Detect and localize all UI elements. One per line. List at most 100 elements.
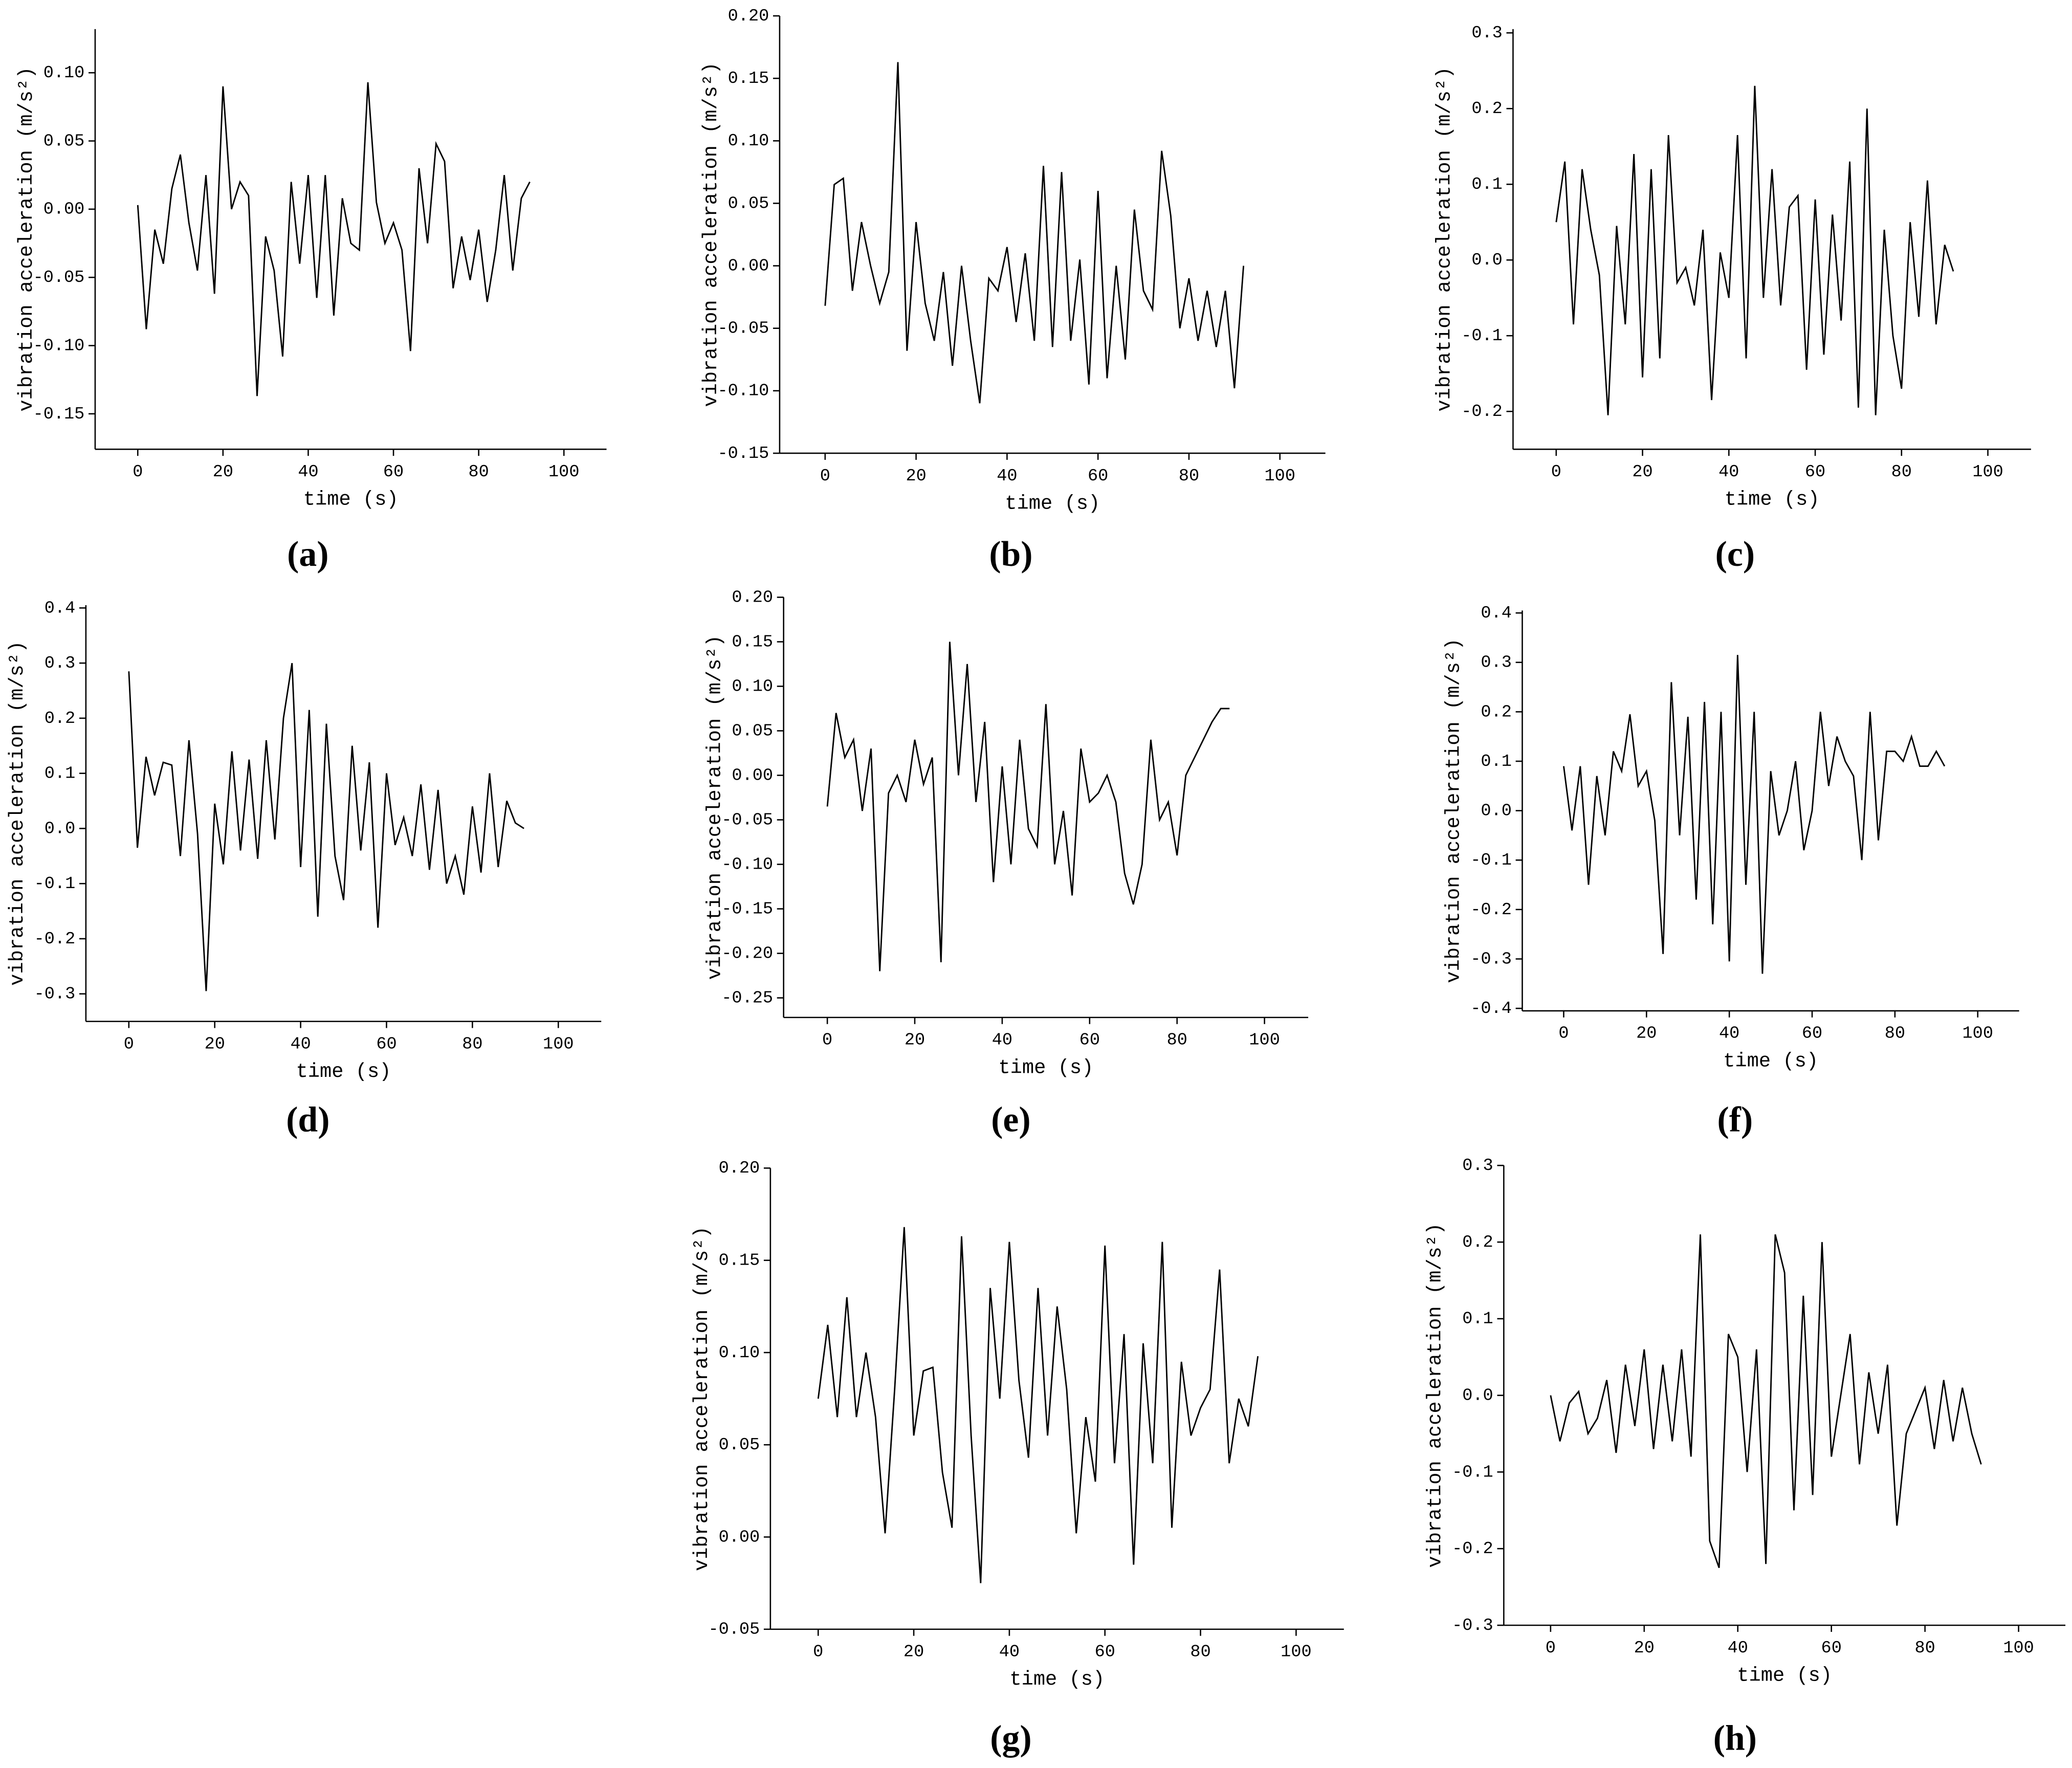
y-tick-label: 0.00 xyxy=(719,1528,760,1547)
y-tick-label: 0.1 xyxy=(1481,752,1511,771)
x-tick-label: 100 xyxy=(1972,462,2003,482)
x-tick-label: 100 xyxy=(2003,1639,2034,1658)
y-tick-label: -0.2 xyxy=(1461,402,1503,422)
y-tick-label: 0.15 xyxy=(719,1251,760,1270)
x-tick-label: 40 xyxy=(992,1031,1012,1050)
y-tick-label: -0.4 xyxy=(1470,999,1512,1019)
y-axis-title: vibration acceleration (m/s²) xyxy=(1424,1223,1446,1568)
x-tick-label: 100 xyxy=(1963,1024,1993,1044)
x-tick-label: 60 xyxy=(1095,1643,1115,1662)
y-tick-label: -0.05 xyxy=(721,810,773,830)
x-axis-title: time (s) xyxy=(296,1060,391,1083)
y-tick-label: 0.1 xyxy=(1462,1310,1493,1329)
y-tick-label: 0.1 xyxy=(45,764,75,784)
x-axis-title: time (s) xyxy=(1723,1050,1818,1072)
y-tick-label: 0.00 xyxy=(43,200,85,219)
x-tick-label: 80 xyxy=(462,1034,482,1054)
y-axis-title: vibration acceleration (m/s²) xyxy=(15,67,38,411)
x-tick-label: 100 xyxy=(1265,467,1295,486)
data-line xyxy=(1563,655,1946,974)
y-tick-label: -0.20 xyxy=(721,944,773,963)
x-tick-label: 80 xyxy=(1167,1031,1187,1050)
y-tick-label: 0.0 xyxy=(1481,802,1511,821)
x-tick-label: 60 xyxy=(383,462,404,482)
y-tick-label: 0.0 xyxy=(45,819,75,838)
y-tick-label: 0.05 xyxy=(719,1435,760,1455)
y-tick-label: 0.20 xyxy=(719,1159,760,1178)
y-tick-label: -0.05 xyxy=(708,1620,760,1640)
x-tick-label: 0 xyxy=(124,1034,134,1054)
panel-label: (e) xyxy=(991,1100,1030,1140)
y-axis-title: vibration acceleration (m/s²) xyxy=(700,62,722,407)
y-axis-title: vibration acceleration (m/s²) xyxy=(1433,67,1456,411)
x-axis-title: time (s) xyxy=(998,1056,1093,1079)
y-tick-label: 0.3 xyxy=(45,654,75,673)
x-tick-label: 60 xyxy=(1802,1024,1822,1044)
data-line xyxy=(826,642,1230,971)
y-tick-label: -0.10 xyxy=(718,382,769,401)
x-tick-label: 0 xyxy=(1558,1024,1569,1044)
x-tick-label: 20 xyxy=(906,467,926,486)
data-line xyxy=(137,82,531,396)
y-tick-label: -0.2 xyxy=(1452,1539,1493,1559)
x-tick-label: 40 xyxy=(1718,462,1739,482)
x-tick-label: 20 xyxy=(1634,1639,1655,1658)
x-axis-title: time (s) xyxy=(1005,492,1100,515)
x-tick-label: 80 xyxy=(1885,1024,1905,1044)
y-tick-label: 0.10 xyxy=(43,63,85,83)
panel-label: (b) xyxy=(989,535,1032,574)
x-tick-label: 100 xyxy=(1281,1643,1311,1662)
y-tick-label: -0.2 xyxy=(34,930,76,949)
y-tick-label: 0.00 xyxy=(728,256,769,276)
panel-label: (f) xyxy=(1717,1100,1753,1140)
x-tick-label: 40 xyxy=(290,1034,311,1054)
y-tick-label: 0.00 xyxy=(732,766,773,785)
y-axis-title: vibration acceleration (m/s²) xyxy=(691,1226,713,1571)
y-tick-label: 0.05 xyxy=(43,131,85,151)
x-tick-label: 20 xyxy=(205,1034,225,1054)
panel-label: (d) xyxy=(286,1100,329,1140)
y-tick-label: -0.25 xyxy=(721,988,773,1008)
y-tick-label: 0.3 xyxy=(1462,1156,1493,1176)
y-tick-label: -0.10 xyxy=(33,336,85,356)
y-tick-label: 0.10 xyxy=(732,677,773,696)
y-tick-label: 0.3 xyxy=(1481,653,1511,673)
x-tick-label: 0 xyxy=(820,467,830,486)
y-tick-label: 0.05 xyxy=(732,721,773,741)
subplot: -0.25 -0.20 -0.15 -0.10 -0.05 0.00 0.05 0.10 0.1… xyxy=(704,588,1309,1140)
data-line xyxy=(1550,1234,1982,1568)
x-tick-label: 40 xyxy=(298,462,318,482)
x-axis-title: time (s) xyxy=(303,489,399,511)
y-axis-title: vibration acceleration (m/s²) xyxy=(6,641,29,986)
x-tick-label: 0 xyxy=(1551,462,1561,482)
y-tick-label: 0.2 xyxy=(1471,99,1502,119)
y-tick-label: -0.15 xyxy=(718,444,769,463)
x-tick-label: 100 xyxy=(543,1034,574,1054)
subplot: -0.15 -0.10 -0.05 0.00 0.05 0.10 0.15 0.20 0 20 40… xyxy=(700,7,1326,574)
x-tick-label: 20 xyxy=(213,462,233,482)
x-tick-label: 20 xyxy=(905,1031,925,1050)
x-tick-label: 80 xyxy=(469,462,489,482)
subplot: -0.2 -0.1 0.0 0.1 0.2 0.3 0 20 40 60 80 100 time (s)… xyxy=(1433,24,2031,574)
y-tick-label: 0.20 xyxy=(732,588,773,607)
y-tick-label: -0.1 xyxy=(34,874,76,894)
x-tick-label: 60 xyxy=(1805,462,1825,482)
x-tick-label: 0 xyxy=(822,1031,832,1050)
y-tick-label: 0.0 xyxy=(1462,1386,1493,1405)
y-tick-label: 0.2 xyxy=(1462,1233,1493,1252)
y-tick-label: -0.2 xyxy=(1470,900,1512,920)
x-tick-label: 20 xyxy=(1632,462,1652,482)
x-tick-label: 40 xyxy=(999,1643,1020,1662)
y-tick-label: -0.3 xyxy=(34,985,76,1004)
y-tick-label: 0.2 xyxy=(45,709,75,728)
subplot: -0.15 -0.10 -0.05 0.00 0.05 0.10 0 20 40 60 80 100 t… xyxy=(15,29,607,574)
data-line xyxy=(817,1227,1259,1583)
x-tick-label: 0 xyxy=(133,462,143,482)
y-tick-label: -0.1 xyxy=(1461,326,1503,346)
subplot: -0.05 0.00 0.05 0.10 0.15 0.20 0 20 40 60 80 100 tim… xyxy=(691,1159,1344,1758)
subplot: -0.4 -0.3 -0.2 -0.1 0.0 0.1 0.2 0.3 0.4 0 20 40 60 80… xyxy=(1442,604,2019,1140)
data-line xyxy=(1555,85,1954,415)
y-tick-label: 0.15 xyxy=(732,632,773,652)
